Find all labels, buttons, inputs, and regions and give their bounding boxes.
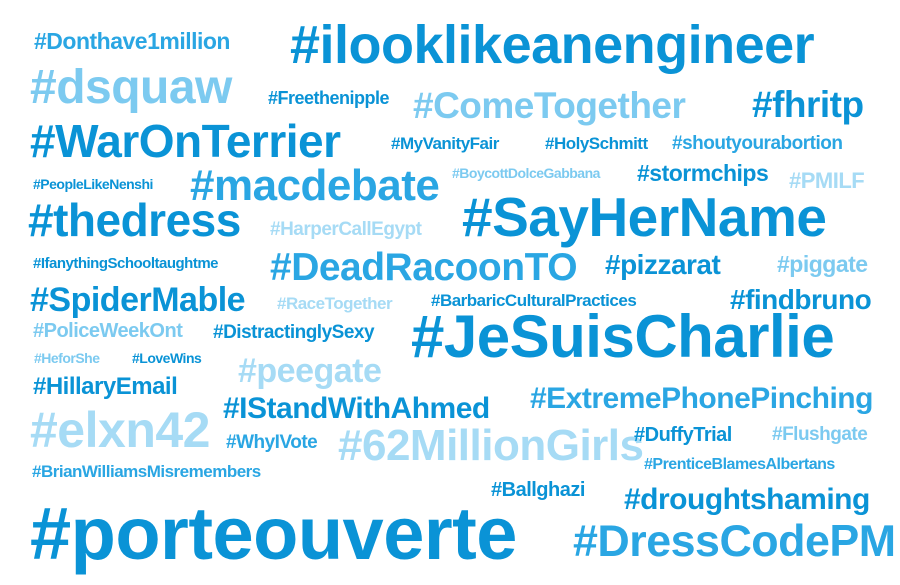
hashtag-findbruno: #findbruno [730,284,872,315]
hashtag-istandwithahmed: #IStandWithAhmed [223,392,490,425]
hashtag-brianwilliamsmisremembers: #BrianWilliamsMisremembers [32,462,261,481]
hashtag-piggate: #piggate [777,251,868,277]
hashtag-holyschmitt: #HolySchmitt [545,134,648,153]
hashtag-stormchips: #stormchips [637,160,769,186]
hashtag-ballghazi: #Ballghazi [491,479,585,501]
hashtag-spidermable: #SpiderMable [30,281,246,319]
hashtag-dresscodepm: #DressCodePM [573,516,896,566]
hashtag-policeweekont: #PoliceWeekOnt [33,320,183,342]
hashtag-prenticeblamesalbertans: #PrenticeBlamesAlbertans [644,456,835,473]
hashtag-peegate: #peegate [238,352,382,390]
hashtag-extremephonepinching: #ExtremePhonePinching [530,382,873,415]
hashtag-heforshe: #HeforShe [34,350,100,366]
hashtag-pizzarat: #pizzarat [605,249,721,280]
hashtag-barbariculturalpractices: #BarbaricCulturalPractices [431,291,637,310]
hashtag-flushgate: #Flushgate [772,424,868,445]
hashtag-freethenipple: #Freethenipple [268,88,390,108]
hashtag-distractinglysexy: #DistractinglySexy [213,322,375,343]
hashtag-dsquaw: #dsquaw [30,61,232,114]
hashtag-pmilf: #PMILF [789,168,865,193]
hashtag-peoplelikenenshi: #PeopleLikeNenshi [33,176,153,192]
hashtag-warontarrier: #WarOnTerrier [30,115,341,167]
hashtag-jesuischarlie: #JeSuisCharlie [411,303,835,370]
hashtag-shoutyourabortion: #shoutyourabortion [672,133,843,154]
hashtag-62milliongirls: #62MillionGirls [338,421,644,470]
hashtag-myvanityfair: #MyVanityFair [391,134,499,153]
hashtag-fhritp: #fhritp [752,84,864,125]
hashtag-cometogether: #ComeTogether [413,85,686,126]
hashtag-boycottdolcegabbana: #BoycottDolceGabbana [452,165,600,181]
hashtag-harpercallegypt: #HarperCallEgypt [270,219,422,240]
hashtag-deadracoonto: #DeadRacoonTO [270,246,578,289]
hashtag-ilooklikeanengineer: #ilooklikeanengineer [290,15,815,75]
hashtag-donthave1million: #Donthave1million [34,28,230,54]
hashtag-whyivote: #WhyIVote [226,432,318,453]
hashtag-macdebate: #macdebate [190,161,440,210]
hashtag-thedress: #thedress [28,194,241,246]
hashtag-elxn42: #elxn42 [30,402,210,458]
hashtag-droughtshaming: #droughtshaming [624,483,870,516]
hashtag-lovewins: #LoveWins [132,350,202,366]
hashtag-hillaryemail: #HillaryEmail [33,373,178,400]
hashtag-porteouverte: #porteouverte [30,492,517,575]
hashtag-ifanythingschooltaughtme: #IfanythingSchooltaughtme [33,255,219,272]
hashtag-sayhername: #SayHerName [462,186,827,248]
hashtag-duffytrial: #DuffyTrial [634,424,732,446]
hashtag-racetogether: #RaceTogether [277,294,393,313]
